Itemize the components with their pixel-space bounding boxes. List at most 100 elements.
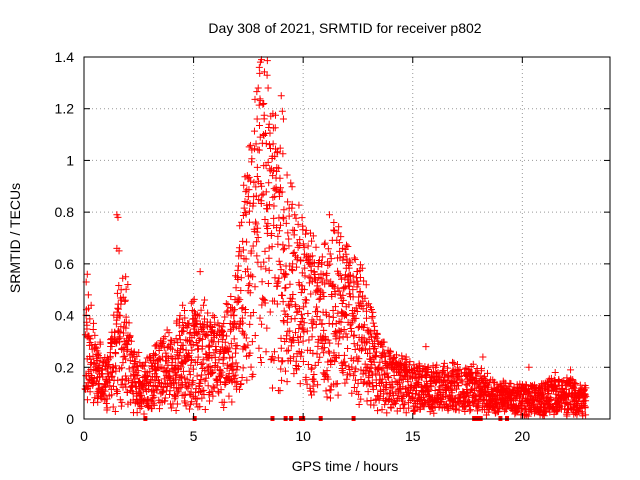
- data-point: [173, 400, 181, 408]
- data-point: [114, 213, 122, 221]
- data-point: [336, 247, 344, 255]
- data-point: [325, 320, 333, 328]
- data-point: [221, 313, 229, 321]
- data-point: [220, 346, 228, 354]
- data-point: [149, 387, 157, 395]
- data-point: [329, 306, 337, 314]
- data-point: [214, 338, 222, 346]
- data-point: [351, 256, 359, 264]
- data-point: [152, 351, 160, 359]
- data-point: [391, 400, 399, 408]
- data-point: [257, 354, 265, 362]
- data-point: [260, 295, 268, 303]
- data-point: [240, 255, 248, 263]
- data-point: [225, 370, 233, 378]
- data-point: [83, 270, 91, 278]
- data-point: [196, 403, 204, 411]
- data-point: [307, 290, 315, 298]
- data-point: [123, 388, 131, 396]
- data-point: [163, 380, 171, 388]
- data-point: [130, 348, 138, 356]
- data-point: [320, 240, 328, 248]
- data-point: [283, 378, 291, 386]
- data-point: [438, 382, 446, 390]
- data-point: [339, 369, 347, 377]
- data-point: [348, 327, 356, 335]
- data-point: [278, 292, 286, 300]
- data-point: [132, 382, 140, 390]
- data-point: [246, 349, 254, 357]
- data-point: [126, 357, 134, 365]
- data-point: [103, 404, 111, 412]
- data-point: [246, 320, 254, 328]
- data-point: [480, 395, 488, 403]
- data-point: [319, 289, 327, 297]
- data-point: [241, 209, 249, 217]
- data-point: [185, 367, 193, 375]
- data-points: [81, 56, 590, 421]
- data-point: [325, 347, 333, 355]
- data-point: [279, 115, 287, 123]
- data-point: [215, 356, 223, 364]
- data-point: [456, 365, 464, 373]
- data-point: [324, 336, 332, 344]
- data-point: [331, 303, 339, 311]
- data-point: [297, 318, 305, 326]
- data-point: [511, 403, 519, 411]
- data-point: [128, 382, 136, 390]
- data-point: [221, 380, 229, 388]
- data-point: [225, 373, 233, 381]
- data-point: [461, 408, 469, 416]
- data-point: [318, 320, 326, 328]
- data-point: [253, 172, 261, 180]
- data-point: [121, 297, 129, 305]
- y-tick-label: 0.2: [55, 359, 75, 375]
- data-point: [193, 358, 201, 366]
- data-point: [507, 380, 515, 388]
- data-point: [290, 370, 298, 378]
- data-point: [229, 365, 237, 373]
- data-point: [125, 319, 133, 327]
- data-point: [356, 274, 364, 282]
- data-point: [162, 349, 170, 357]
- data-point: [270, 348, 278, 356]
- data-point: [230, 311, 238, 319]
- data-point: [261, 299, 269, 307]
- data-point: [357, 366, 365, 374]
- data-point: [265, 244, 273, 252]
- data-point: [275, 257, 283, 265]
- data-point: [293, 308, 301, 316]
- data-point: [366, 364, 374, 372]
- data-point: [268, 230, 276, 238]
- data-point: [340, 351, 348, 359]
- data-point: [288, 266, 296, 274]
- data-point: [86, 388, 94, 396]
- data-point: [126, 332, 134, 340]
- data-point: [296, 241, 304, 249]
- data-point: [338, 299, 346, 307]
- data-point: [406, 358, 414, 366]
- data-point: [392, 351, 400, 359]
- data-point: [323, 393, 331, 401]
- data-point: [367, 368, 375, 376]
- data-point: [265, 120, 273, 128]
- data-point: [87, 301, 95, 309]
- data-point: [358, 264, 366, 272]
- data-point: [256, 69, 264, 77]
- data-point: [324, 245, 332, 253]
- data-point: [299, 337, 307, 345]
- data-point: [127, 337, 135, 345]
- data-point: [430, 409, 438, 417]
- data-point: [274, 232, 282, 240]
- data-point: [244, 341, 252, 349]
- data-point: [220, 398, 228, 406]
- data-point: [115, 311, 123, 319]
- data-point: [181, 314, 189, 322]
- data-point: [454, 366, 462, 374]
- data-point: [413, 404, 421, 412]
- data-point: [563, 374, 571, 382]
- data-point: [363, 307, 371, 315]
- data-point: [117, 286, 125, 294]
- data-point: [254, 84, 262, 92]
- data-point: [479, 353, 487, 361]
